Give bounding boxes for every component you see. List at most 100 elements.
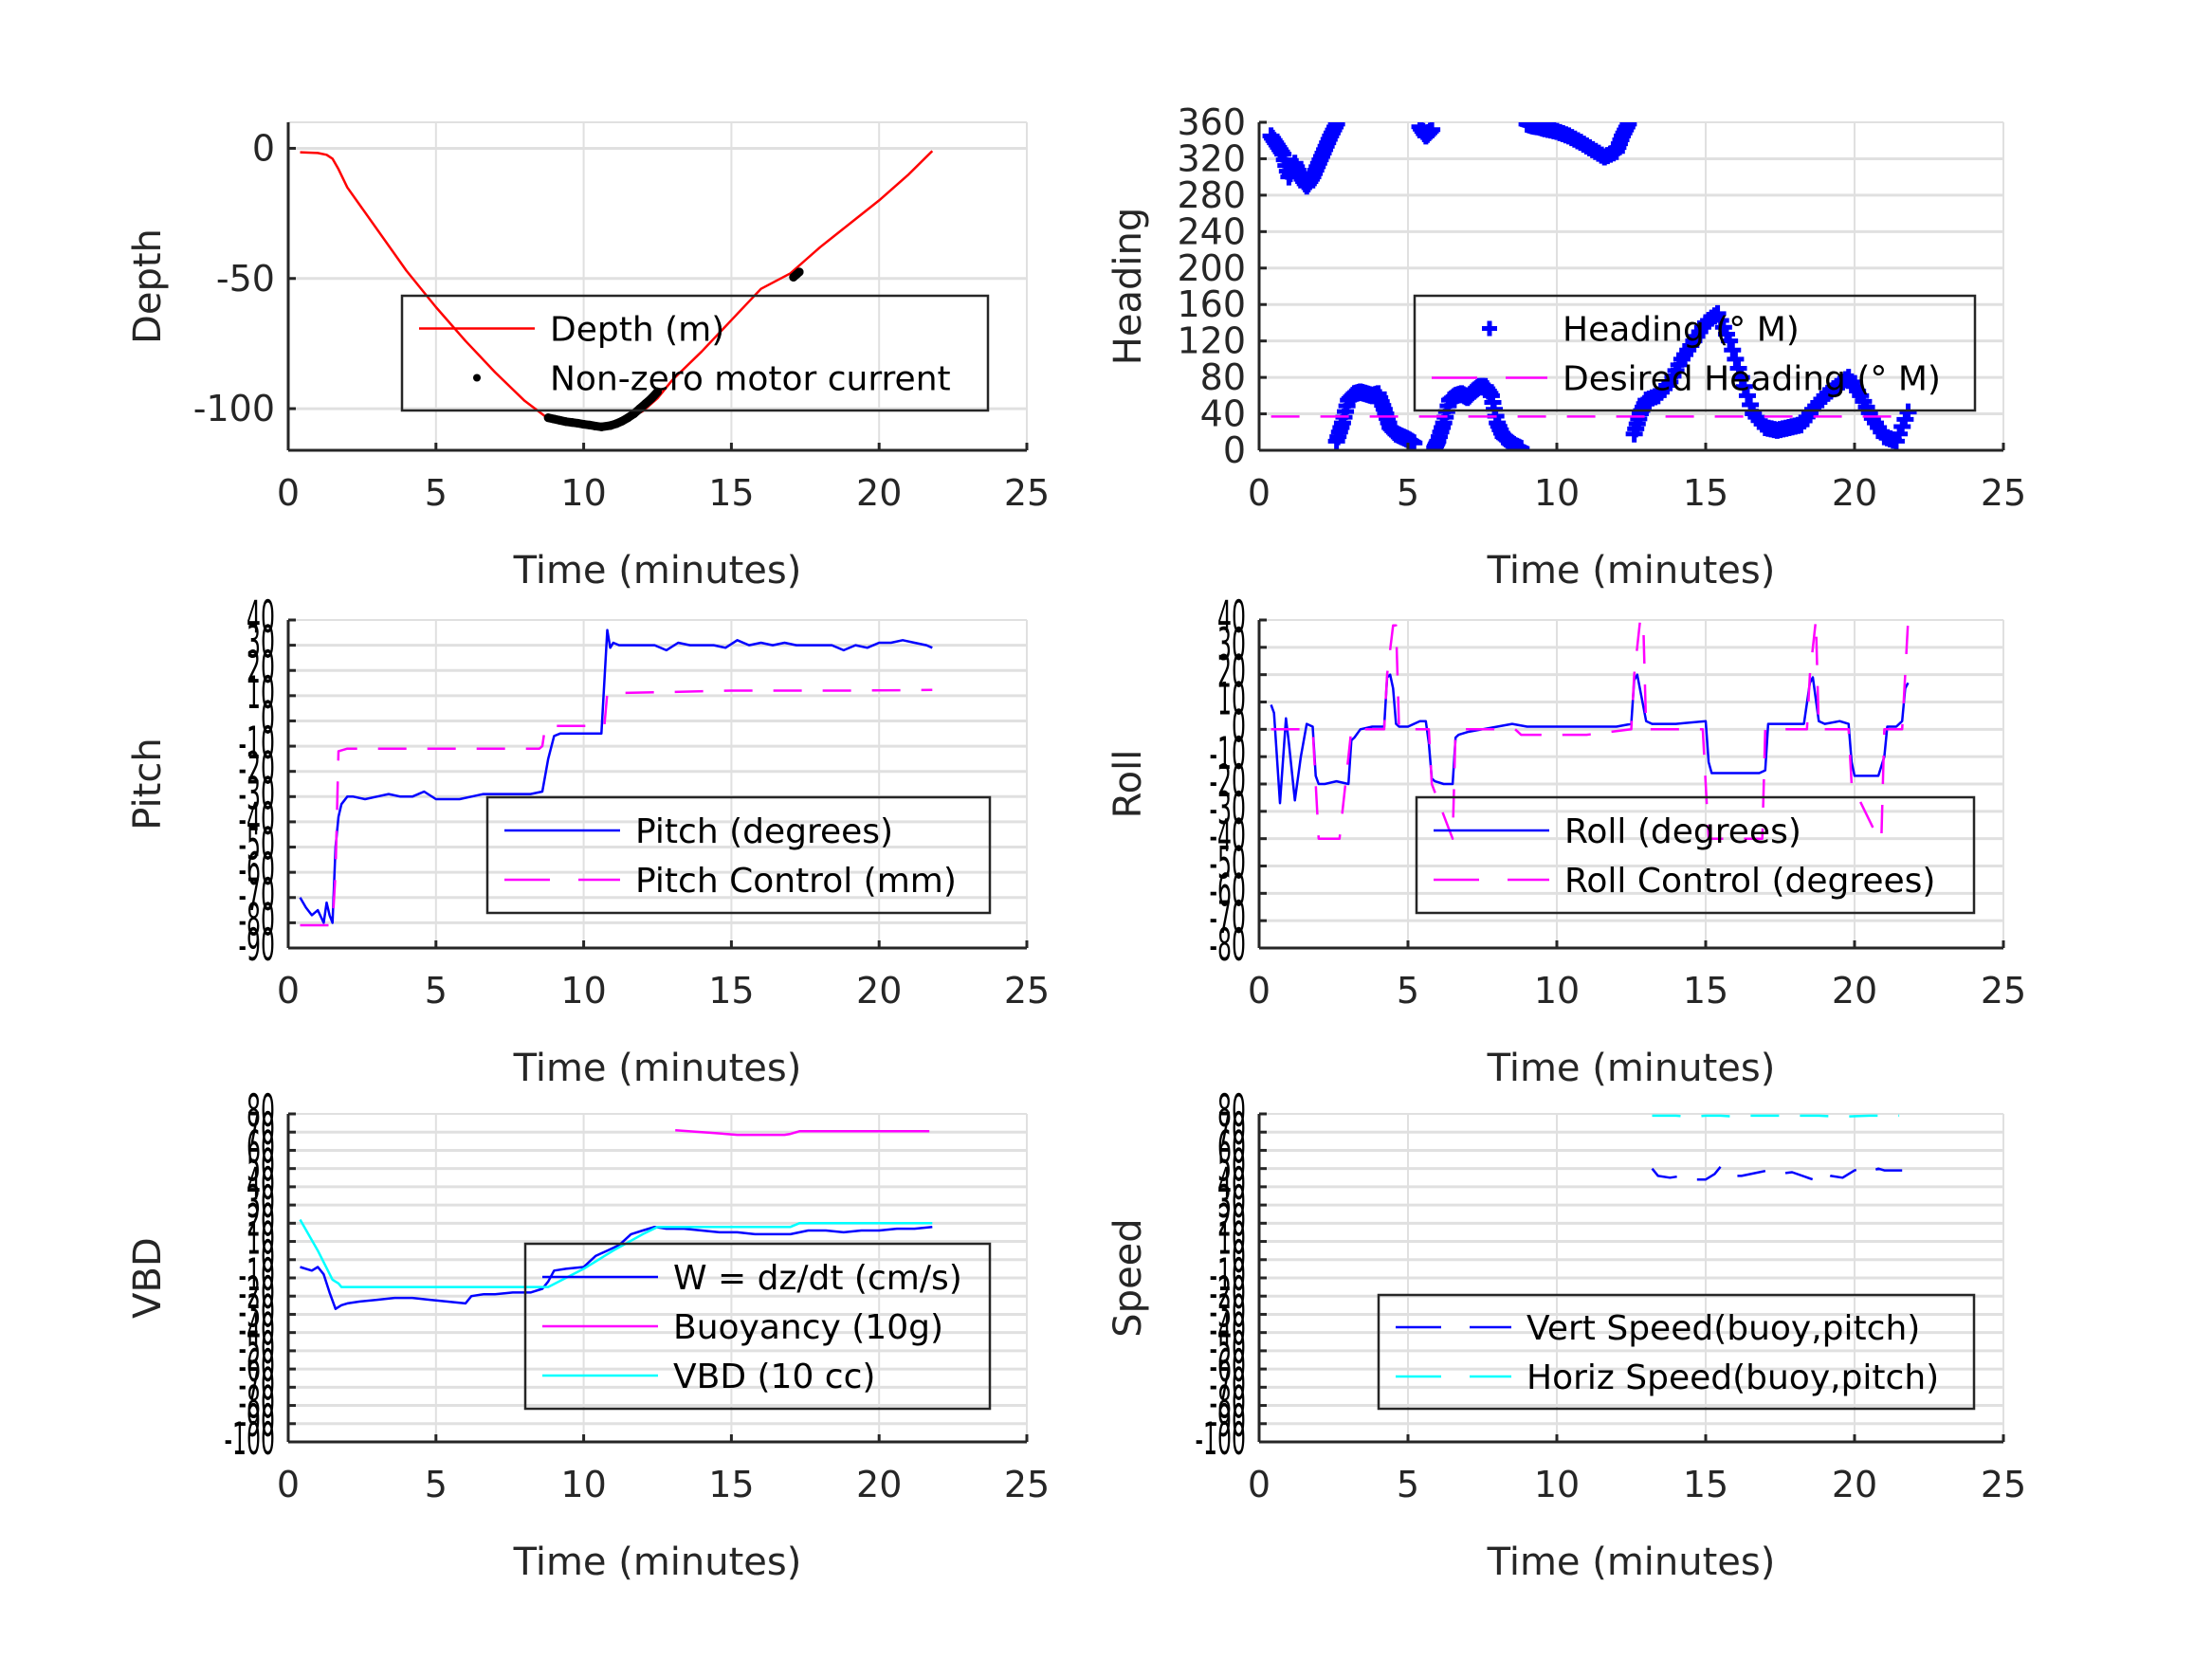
y-tick-label: 10 [247, 1212, 275, 1265]
y-tick-label: -80 [239, 1376, 275, 1429]
x-tick-label: 5 [1397, 1464, 1419, 1505]
y-tick-label: -100 [225, 1413, 275, 1466]
vbd-data [299, 1129, 933, 1310]
y-tick-label: -10 [1210, 1249, 1246, 1302]
vbd-series-vbd-10-cc [299, 1218, 933, 1288]
heading-series-heading-m-point [1619, 122, 1637, 133]
depth-legend-swatch-non-zero-motor-current [473, 374, 481, 382]
x-tick-label: 20 [856, 1464, 902, 1505]
y-tick-label: 50 [247, 1139, 275, 1192]
x-tick-label: 0 [277, 1464, 300, 1505]
y-tick-label: -60 [239, 1340, 275, 1393]
speed-legend-entry-horiz: Horiz Speed(buoy,pitch) [1526, 1358, 1939, 1397]
y-tick-label: -30 [1210, 781, 1246, 834]
heading-series-heading-m-point [1899, 403, 1917, 421]
y-tick-label: 20 [1217, 1194, 1246, 1247]
depth-series-non-zero-motor-current-point [647, 393, 656, 403]
y-tick-label: 50 [1217, 1139, 1246, 1192]
y-tick-label: -30 [239, 767, 275, 820]
x-tick-label: 5 [425, 472, 448, 514]
vbd-legend-box [523, 1242, 992, 1411]
vbd-plot-ylabel: VBD [126, 1237, 170, 1319]
heading-series-heading-m-point [1727, 350, 1745, 368]
y-tick-label: -70 [239, 1358, 275, 1411]
y-tick-label: -20 [239, 741, 275, 794]
y-tick-label: -100 [193, 388, 275, 429]
x-tick-label: 0 [277, 472, 300, 514]
y-tick-label: -10 [239, 717, 275, 770]
y-tick-label: 80 [1217, 1085, 1246, 1138]
vbd-legend-entry-vbd: VBD (10 cc) [673, 1358, 875, 1396]
pitch-series-pitch-control-mm [300, 688, 933, 927]
x-tick-label: 10 [560, 1464, 606, 1505]
heading-legend-entry-desired-heading: Desired Heading (° M) [1563, 360, 1941, 399]
y-tick-label: -90 [1210, 1394, 1246, 1447]
heading-legend-box [1413, 294, 1977, 412]
x-tick-label: 15 [1683, 1464, 1728, 1505]
heading-series-heading-m-point [1735, 377, 1753, 395]
x-tick-label: 25 [1004, 472, 1050, 514]
y-tick-label: 70 [247, 1103, 275, 1156]
y-tick-label: -80 [1210, 1376, 1246, 1429]
x-tick-label: 20 [1832, 970, 1877, 1012]
depth-plot-xlabel: Time (minutes) [513, 549, 802, 592]
x-tick-label: 20 [856, 472, 902, 514]
depth-legend-entry-motor-current: Non-zero motor current [550, 360, 951, 399]
y-tick-label: 20 [1217, 645, 1246, 698]
y-tick-label: 10 [1217, 1212, 1246, 1265]
y-tick-label: -50 [1210, 1322, 1246, 1375]
y-tick-label: 10 [247, 666, 275, 720]
heading-series-heading-m-point [1724, 341, 1742, 359]
vbd-legend-entry-w: W = dz/dt (cm/s) [673, 1259, 962, 1298]
x-tick-label: 20 [1832, 472, 1877, 514]
y-tick-label: 40 [1200, 393, 1246, 435]
depth-series-non-zero-motor-current-point [641, 399, 650, 409]
pitch-plot-ylabel: Pitch [126, 738, 170, 830]
y-tick-label: -60 [239, 843, 275, 896]
x-tick-label: 10 [560, 472, 606, 514]
depth-data [300, 150, 934, 431]
x-tick-label: 0 [277, 970, 300, 1012]
x-tick-label: 0 [1248, 1464, 1271, 1505]
y-tick-label: 0 [1232, 1230, 1246, 1283]
y-tick-label: 360 [1177, 101, 1246, 143]
y-tick-label: 160 [1177, 283, 1246, 325]
heading-series-heading-m-point [1738, 387, 1756, 405]
y-tick-label: 20 [247, 641, 275, 694]
heading-legend-entry-heading: Heading (° M) [1563, 311, 1800, 350]
y-tick-label: -80 [239, 893, 275, 946]
y-tick-label: 40 [247, 591, 275, 644]
heading-series-heading-m-point [1512, 440, 1530, 450]
depth-series-non-zero-motor-current-point [795, 267, 804, 277]
y-tick-label: 40 [247, 1158, 275, 1211]
x-tick-label: 25 [1981, 472, 2026, 514]
vbd-plot: 0 5 10 15 20 25-100-90-80-70-60-50-40-30-20-1… [126, 1085, 1050, 1584]
pitch-legend-entry-pitch-control: Pitch Control (mm) [635, 862, 957, 901]
depth-legend-box [400, 294, 990, 412]
depth-series-non-zero-motor-current-point [596, 422, 606, 431]
x-tick-label: 25 [1981, 970, 2026, 1012]
y-tick-label: -100 [1196, 1413, 1246, 1466]
x-tick-label: 5 [1397, 970, 1419, 1012]
y-tick-label: -20 [1210, 755, 1246, 808]
depth-series-non-zero-motor-current-point [653, 387, 662, 396]
vbd-plot-xlabel: Time (minutes) [513, 1540, 802, 1584]
x-tick-label: 15 [1683, 970, 1728, 1012]
y-tick-label: -50 [1210, 836, 1246, 889]
y-tick-label: -60 [1210, 864, 1246, 917]
vbd-series-w-dz-dt-cm-s [300, 1225, 933, 1310]
depth-legend-entry-depth: Depth (m) [550, 311, 724, 350]
y-tick-label: -80 [1210, 919, 1246, 972]
speed-plot: 0 5 10 15 20 25-100-90-80-70-60-50-40-30-20-1… [1106, 1085, 2026, 1584]
y-tick-label: -30 [239, 1285, 275, 1338]
y-tick-label: -50 [239, 817, 275, 870]
y-tick-label: 80 [1200, 356, 1246, 398]
heading-series-heading-m-point [1732, 369, 1750, 387]
speed-plot-xlabel: Time (minutes) [1487, 1540, 1776, 1584]
x-tick-label: 25 [1981, 1464, 2026, 1505]
x-tick-label: 15 [708, 1464, 754, 1505]
y-tick-label: -40 [1210, 809, 1246, 862]
x-tick-label: 0 [1248, 472, 1271, 514]
